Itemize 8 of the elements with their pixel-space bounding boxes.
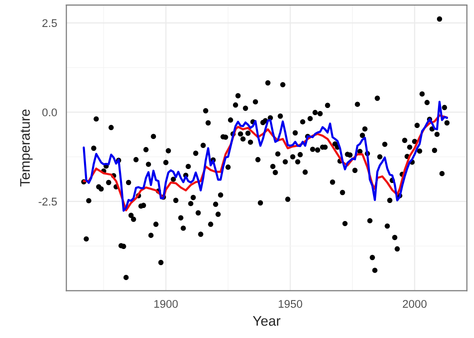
y-tick-label: 2.5 bbox=[42, 19, 57, 28]
x-tick-label: 1950 bbox=[278, 300, 302, 308]
x-tick-label: 1900 bbox=[154, 300, 178, 308]
x-axis-title: Year bbox=[252, 316, 280, 326]
y-axis-title: Temperature bbox=[20, 110, 33, 187]
x-tick-label: 2000 bbox=[402, 300, 427, 308]
y-tick-label: -2.5 bbox=[38, 198, 57, 206]
y-tick-label: 0.0 bbox=[42, 108, 57, 116]
